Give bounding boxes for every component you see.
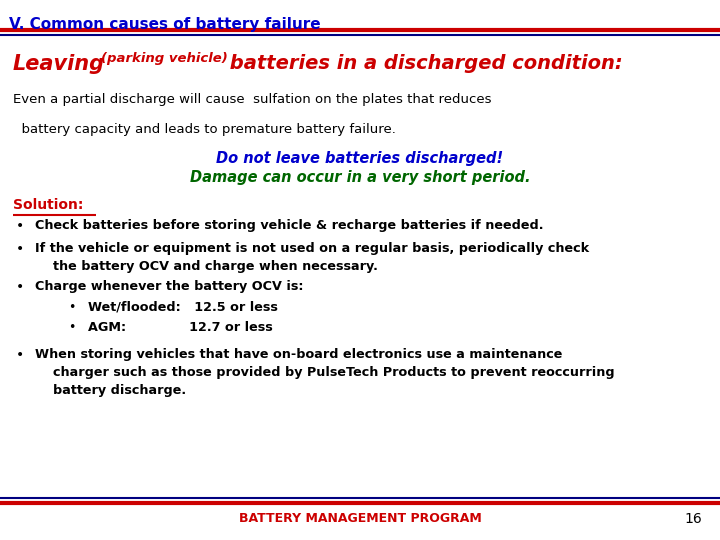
Text: Damage can occur in a very short period.: Damage can occur in a very short period. [190,170,530,185]
Text: Check batteries before storing vehicle & recharge batteries if needed.: Check batteries before storing vehicle &… [35,219,543,232]
Text: •: • [68,301,76,314]
Text: (parking vehicle): (parking vehicle) [101,52,228,65]
Text: BATTERY MANAGEMENT PROGRAM: BATTERY MANAGEMENT PROGRAM [238,512,482,525]
Text: V. Common causes of battery failure: V. Common causes of battery failure [9,17,320,32]
Text: •: • [16,348,24,362]
Text: AGM:              12.7 or less: AGM: 12.7 or less [88,321,273,334]
Text: Charge whenever the battery OCV is:: Charge whenever the battery OCV is: [35,280,303,293]
Text: Solution:: Solution: [13,198,84,212]
Text: Do not leave batteries discharged!: Do not leave batteries discharged! [217,151,503,166]
Text: batteries in a discharged condition:: batteries in a discharged condition: [223,54,623,73]
Text: battery capacity and leads to premature battery failure.: battery capacity and leads to premature … [13,123,396,136]
Text: Wet/flooded:   12.5 or less: Wet/flooded: 12.5 or less [88,301,278,314]
Text: Leaving: Leaving [13,54,105,74]
Text: •: • [16,242,24,256]
Text: Even a partial discharge will cause  sulfation on the plates that reduces: Even a partial discharge will cause sulf… [13,93,492,106]
Text: •: • [16,280,24,294]
Text: •: • [68,321,76,334]
Text: •: • [16,219,24,233]
Text: When storing vehicles that have on-board electronics use a maintenance
    charg: When storing vehicles that have on-board… [35,348,614,397]
Text: If the vehicle or equipment is not used on a regular basis, periodically check
 : If the vehicle or equipment is not used … [35,242,589,273]
Text: 16: 16 [684,512,702,526]
